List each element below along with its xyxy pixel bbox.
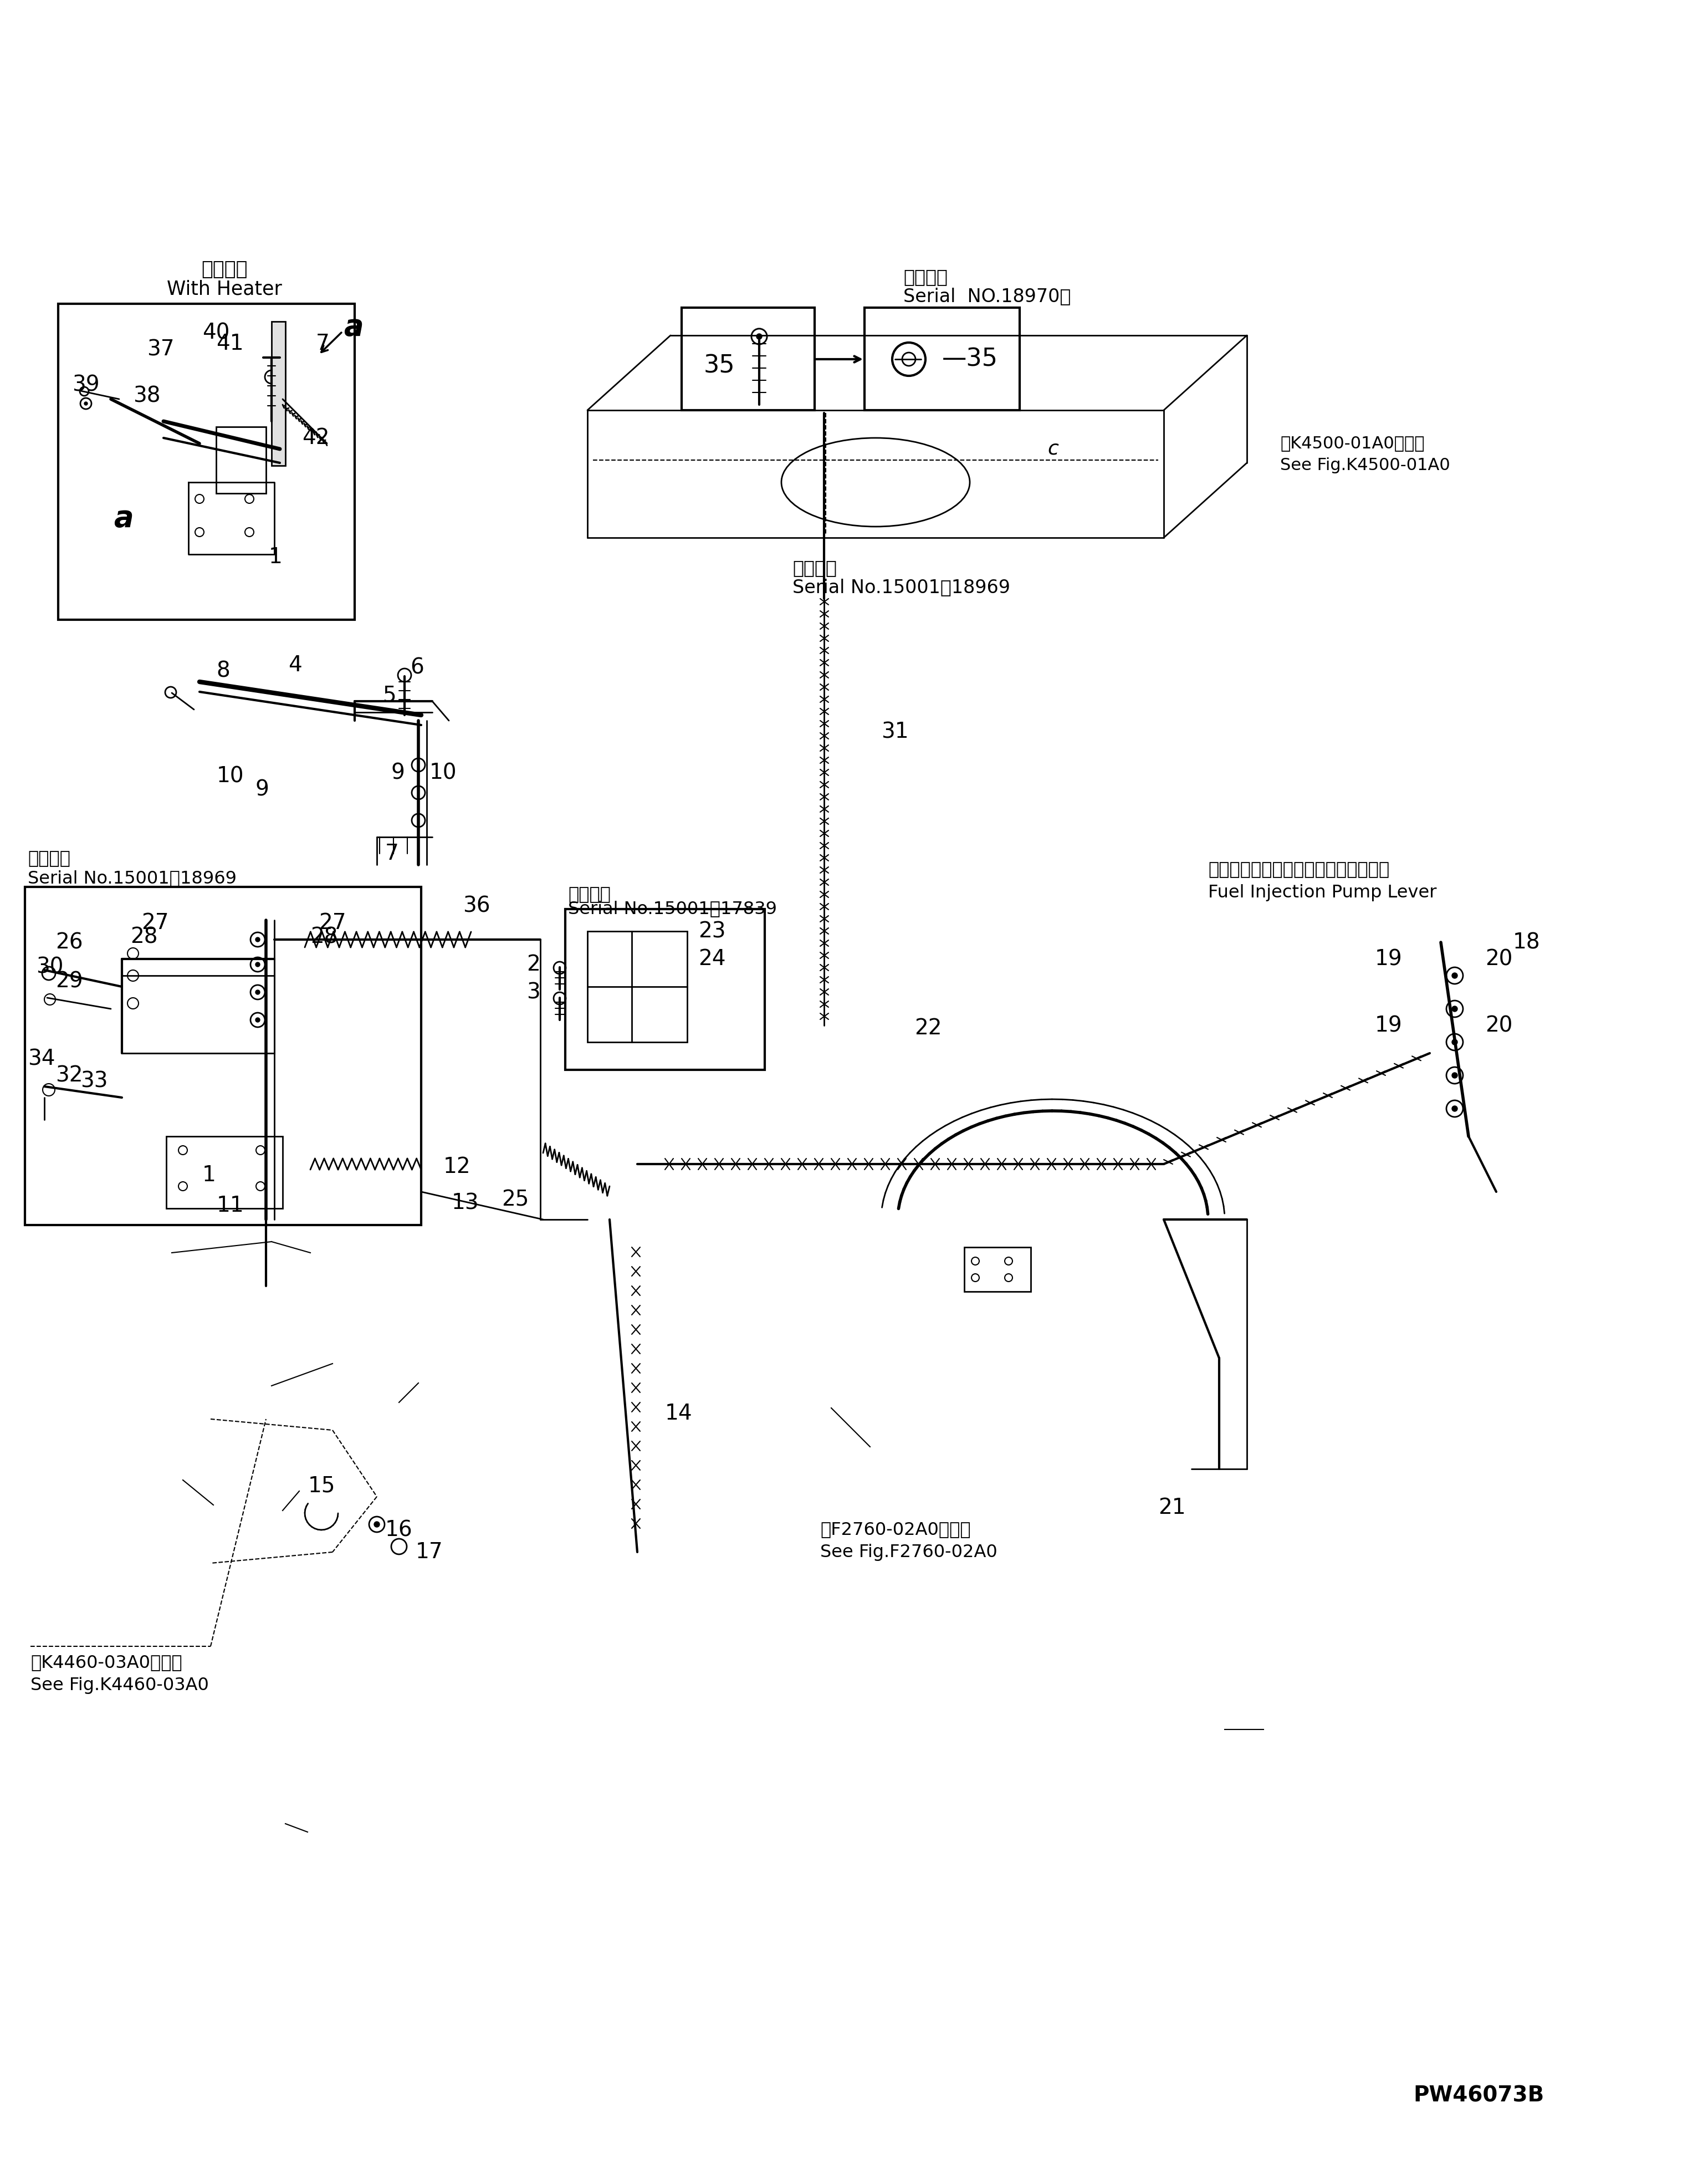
Bar — [215, 426, 266, 494]
Text: 27: 27 — [318, 913, 347, 933]
Text: a: a — [114, 505, 133, 533]
Text: 28: 28 — [310, 926, 338, 948]
Text: 19: 19 — [1375, 1016, 1402, 1035]
Text: 31: 31 — [882, 721, 909, 743]
Text: 19: 19 — [1375, 948, 1402, 970]
Text: 9: 9 — [390, 762, 404, 784]
Text: フェルインジェクションポンプレバー: フェルインジェクションポンプレバー — [1208, 863, 1390, 878]
Text: 33: 33 — [81, 1070, 108, 1092]
Text: 3: 3 — [527, 981, 540, 1002]
Text: 7: 7 — [385, 843, 399, 865]
Text: 13: 13 — [451, 1192, 480, 1214]
Text: 11: 11 — [215, 1195, 244, 1216]
Circle shape — [1452, 1072, 1457, 1079]
Bar — [25, 887, 421, 1225]
Text: 16: 16 — [385, 1520, 412, 1540]
Text: 38: 38 — [133, 387, 160, 406]
Text: 30: 30 — [37, 957, 64, 978]
Text: 20: 20 — [1484, 1016, 1513, 1035]
Text: —35: —35 — [942, 347, 998, 371]
Text: 21: 21 — [1158, 1498, 1187, 1518]
Text: 第K4460-03A0図参照: 第K4460-03A0図参照 — [30, 1653, 182, 1671]
Text: 24: 24 — [698, 948, 725, 970]
Text: PW46073B: PW46073B — [1414, 2086, 1543, 2105]
Text: 9: 9 — [256, 780, 269, 799]
Text: 25: 25 — [502, 1190, 528, 1210]
Text: 41: 41 — [215, 334, 244, 354]
Text: 5: 5 — [382, 686, 396, 705]
Bar — [565, 909, 764, 1070]
Bar — [964, 1247, 1030, 1291]
Text: 1: 1 — [202, 1164, 215, 1186]
Text: See Fig.K4500-01A0: See Fig.K4500-01A0 — [1281, 459, 1451, 474]
Circle shape — [751, 328, 767, 345]
Text: 2: 2 — [527, 954, 540, 974]
Text: 17: 17 — [416, 1542, 443, 1562]
Circle shape — [1452, 1007, 1457, 1011]
Text: 42: 42 — [301, 428, 330, 448]
Text: 35: 35 — [703, 354, 735, 378]
Text: Serial No.15001～17839: Serial No.15001～17839 — [569, 900, 778, 917]
Text: 適用号機: 適用号機 — [27, 850, 71, 867]
Circle shape — [751, 328, 767, 345]
Text: 適用号機: 適用号機 — [569, 887, 611, 904]
Text: ヒータ付: ヒータ付 — [202, 260, 247, 280]
Bar — [587, 930, 687, 1042]
Text: 29: 29 — [56, 970, 82, 992]
Text: 18: 18 — [1513, 933, 1540, 952]
Text: 適用号機: 適用号機 — [793, 559, 836, 577]
Text: 20: 20 — [1484, 948, 1513, 970]
Text: 34: 34 — [29, 1048, 56, 1070]
Text: 適用号機: 適用号機 — [904, 269, 948, 286]
Text: 第F2760-02A0図参照: 第F2760-02A0図参照 — [820, 1522, 971, 1538]
Circle shape — [256, 1018, 259, 1022]
Text: 10: 10 — [217, 767, 244, 786]
Text: 1: 1 — [269, 546, 283, 568]
Text: With Heater: With Heater — [167, 280, 283, 299]
Text: Fuel Injection Pump Lever: Fuel Injection Pump Lever — [1208, 885, 1437, 902]
Text: 4: 4 — [288, 655, 301, 675]
Text: 23: 23 — [698, 922, 725, 941]
Text: 40: 40 — [202, 321, 231, 343]
Circle shape — [756, 334, 762, 339]
Text: Serial No.15001～18969: Serial No.15001～18969 — [27, 869, 237, 887]
Text: 22: 22 — [914, 1018, 942, 1040]
Text: 6: 6 — [411, 657, 424, 679]
Bar — [682, 308, 815, 411]
Text: 第K4500-01A0図参照: 第K4500-01A0図参照 — [1281, 435, 1424, 452]
Text: 27: 27 — [141, 913, 168, 933]
Bar — [59, 304, 355, 620]
Text: 7: 7 — [316, 334, 330, 354]
Text: 32: 32 — [56, 1066, 82, 1085]
Circle shape — [1452, 1105, 1457, 1112]
Text: c: c — [1047, 439, 1059, 459]
Circle shape — [374, 1522, 380, 1527]
Text: Serial No.15001～18969: Serial No.15001～18969 — [793, 579, 1010, 596]
Text: 8: 8 — [215, 660, 231, 681]
Text: 15: 15 — [308, 1474, 335, 1496]
Bar — [271, 321, 286, 465]
Text: Serial  NO.18970～: Serial NO.18970～ — [904, 288, 1070, 306]
Text: 10: 10 — [429, 762, 458, 784]
Text: 39: 39 — [72, 376, 99, 395]
Text: 26: 26 — [56, 933, 82, 952]
Text: 14: 14 — [665, 1402, 692, 1424]
Text: 37: 37 — [146, 339, 175, 360]
Circle shape — [256, 937, 259, 941]
Text: See Fig.K4460-03A0: See Fig.K4460-03A0 — [30, 1677, 209, 1695]
Circle shape — [1452, 972, 1457, 978]
Circle shape — [256, 963, 259, 968]
Circle shape — [256, 989, 259, 994]
Text: 36: 36 — [463, 895, 490, 917]
Bar — [865, 308, 1020, 411]
Text: See Fig.F2760-02A0: See Fig.F2760-02A0 — [820, 1544, 998, 1562]
Bar — [167, 1136, 283, 1208]
Text: a: a — [343, 312, 364, 341]
Circle shape — [1452, 1040, 1457, 1044]
Circle shape — [84, 402, 88, 406]
Text: 12: 12 — [443, 1155, 471, 1177]
Text: 28: 28 — [131, 926, 158, 948]
Bar — [121, 959, 274, 1053]
